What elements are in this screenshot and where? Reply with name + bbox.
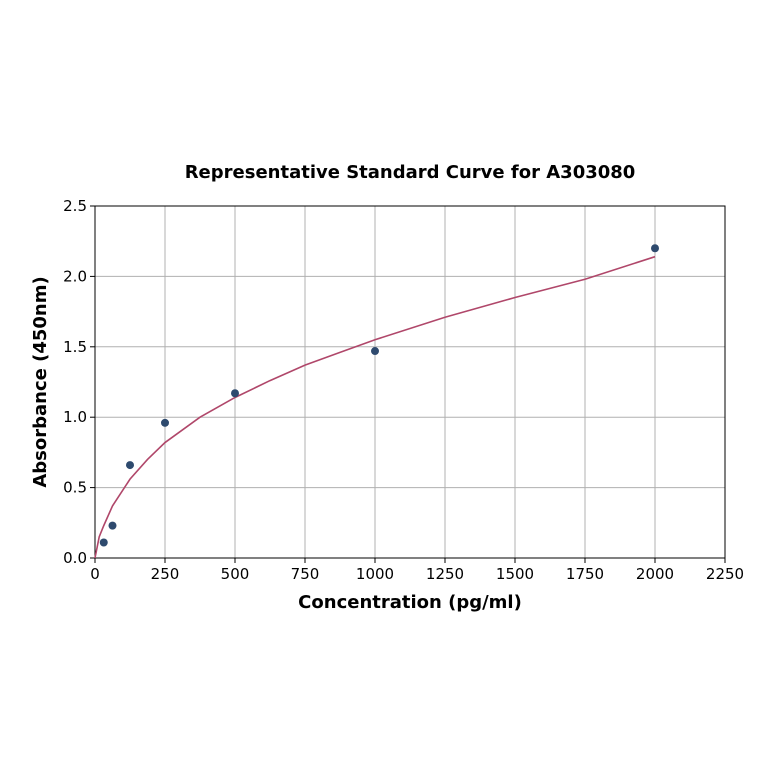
y-axis-label: Absorbance (450nm) <box>30 276 51 487</box>
chart-title: Representative Standard Curve for A30308… <box>185 162 636 183</box>
x-tick-label: 2000 <box>636 565 674 583</box>
y-tick-label: 1.0 <box>63 408 87 426</box>
y-tick-label: 1.5 <box>63 338 87 356</box>
data-points-layer <box>99 244 659 547</box>
x-tick-label: 250 <box>151 565 180 583</box>
x-tick-label: 1250 <box>426 565 464 583</box>
x-axis-ticks: 0 250 500 750 1000 1250 1500 1750 2000 2250 <box>90 558 744 583</box>
data-point <box>371 347 379 356</box>
y-tick-label: 2.0 <box>63 267 87 285</box>
y-tick-label: 2.5 <box>63 197 87 215</box>
x-tick-label: 750 <box>291 565 320 583</box>
data-point <box>126 461 134 470</box>
data-point <box>108 521 117 530</box>
y-axis-ticks: 0.0 0.5 1.0 1.5 2.0 2.5 <box>63 197 95 567</box>
x-axis-label: Concentration (pg/ml) <box>298 592 522 613</box>
fit-curve-line <box>94 255 656 559</box>
plot-frame <box>94 205 726 559</box>
y-tick-label: 0.5 <box>63 479 87 497</box>
x-tick-label: 2250 <box>706 565 744 583</box>
x-tick-label: 0 <box>90 565 100 583</box>
data-point <box>99 538 108 547</box>
data-point <box>161 418 169 427</box>
x-tick-label: 1750 <box>566 565 604 583</box>
fit-curve-layer <box>94 255 656 559</box>
x-tick-label: 1000 <box>356 565 394 583</box>
data-point <box>651 244 659 253</box>
x-tick-label: 1500 <box>496 565 534 583</box>
y-tick-label: 0.0 <box>63 549 87 567</box>
data-point <box>231 389 239 398</box>
x-tick-label: 500 <box>221 565 250 583</box>
grid-lines <box>94 205 726 559</box>
